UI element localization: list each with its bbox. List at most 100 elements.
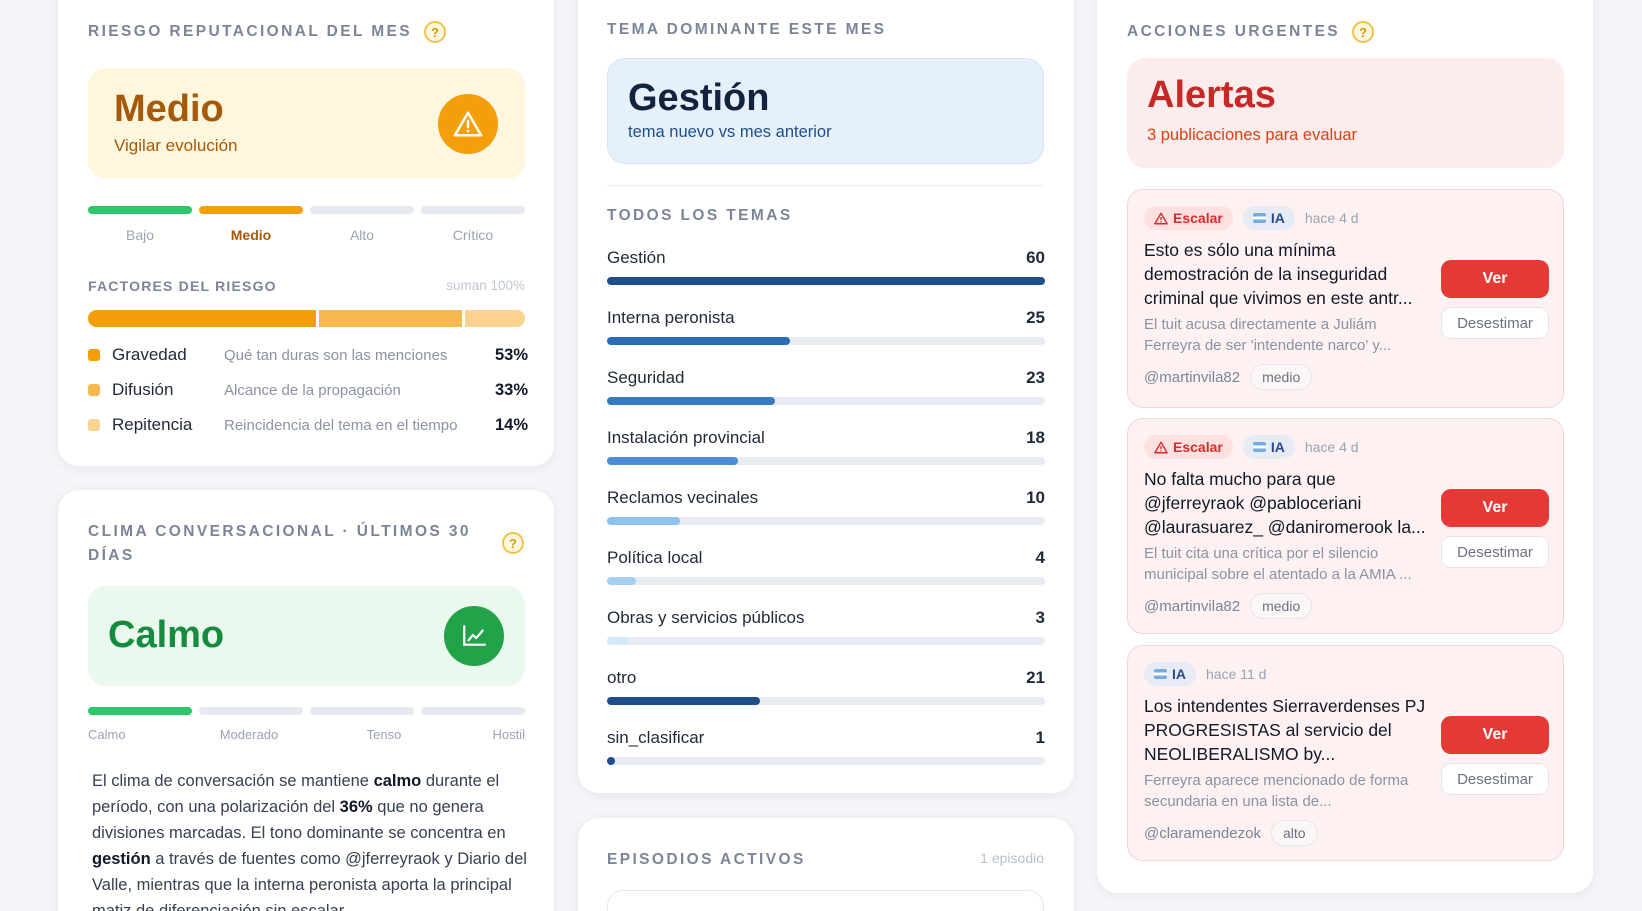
help-icon[interactable]: ? bbox=[424, 21, 447, 43]
view-button[interactable]: Ver bbox=[1441, 716, 1549, 754]
factor-name: Gravedad bbox=[112, 345, 187, 364]
climate-text-bold: 36% bbox=[339, 798, 373, 816]
ia-label: IA bbox=[1270, 439, 1285, 455]
alert-handle[interactable]: @martinvila82 bbox=[1144, 597, 1241, 615]
help-icon[interactable]: ? bbox=[1352, 21, 1375, 43]
factors-note: suman 100% bbox=[446, 278, 525, 293]
flag-icon bbox=[1252, 442, 1266, 452]
climate-text: a través de fuentes como @jferreyraok y … bbox=[92, 850, 527, 911]
flag-icon bbox=[1252, 213, 1266, 223]
topic-bar bbox=[607, 277, 1045, 285]
episode-item[interactable] bbox=[607, 890, 1044, 911]
alert-handle[interactable]: @martinvila82 bbox=[1144, 368, 1241, 386]
escalate-badge: Escalar bbox=[1144, 206, 1233, 230]
climate-label-calmo: Calmo bbox=[88, 727, 126, 742]
factor-swatch bbox=[88, 349, 100, 361]
topic-row[interactable]: Obras y servicios públicos 3 bbox=[607, 608, 1045, 645]
view-button[interactable]: Ver bbox=[1441, 489, 1549, 527]
climate-text-bold: gestión bbox=[92, 850, 151, 868]
dismiss-button[interactable]: Desestimar bbox=[1441, 307, 1549, 339]
escalate-label: Escalar bbox=[1173, 439, 1223, 455]
topic-row[interactable]: otro 21 bbox=[607, 668, 1045, 705]
alert-time: hace 4 d bbox=[1304, 439, 1359, 455]
factors-title: Factores del riesgo bbox=[88, 278, 277, 294]
risk-seg-bajo bbox=[88, 206, 192, 214]
topic-count: 60 bbox=[1026, 248, 1045, 267]
alerts-headline: Alertas bbox=[1147, 74, 1276, 116]
topic-name: Política local bbox=[607, 548, 703, 567]
factor-row: Difusión Alcance de la propagación 33% bbox=[88, 378, 528, 402]
ia-label: IA bbox=[1270, 210, 1285, 226]
ia-label: IA bbox=[1172, 666, 1186, 682]
risk-level-box: Medio Vigilar evolución bbox=[88, 68, 525, 179]
topic-row[interactable]: Instalación provincial 18 bbox=[607, 428, 1045, 465]
episodes-title: Episodios activos bbox=[607, 851, 806, 868]
risk-label-alto: Alto bbox=[349, 227, 375, 243]
climate-text: durante el período, con una polarización… bbox=[92, 772, 500, 816]
help-icon[interactable]: ? bbox=[502, 532, 524, 554]
topic-track bbox=[607, 517, 1045, 525]
topic-row[interactable]: sin_clasificar 1 bbox=[607, 728, 1045, 765]
factor-bar-difusion bbox=[319, 310, 462, 327]
alert-title[interactable]: Los intendentes Sierraverdenses PJ PROGR… bbox=[1144, 696, 1426, 764]
topic-name: sin_clasificar bbox=[607, 728, 705, 747]
climate-level-box: Calmo bbox=[88, 586, 525, 686]
climate-level: Calmo bbox=[108, 614, 225, 656]
actions-title: Acciones urgentes bbox=[1127, 23, 1341, 40]
topic-row[interactable]: Seguridad 23 bbox=[607, 368, 1045, 405]
topic-track bbox=[607, 337, 1045, 345]
risk-header: Riesgo reputacional del mes ? bbox=[88, 21, 447, 43]
climate-seg-calmo bbox=[88, 707, 192, 715]
topic-row[interactable]: Interna peronista 25 bbox=[607, 308, 1045, 345]
ia-badge: IA bbox=[1242, 435, 1295, 459]
risk-label-medio: Medio bbox=[230, 227, 272, 243]
dominant-topic-name: Gestión bbox=[628, 77, 770, 119]
actions-header: Acciones urgentes ? bbox=[1127, 21, 1375, 43]
view-button[interactable]: Ver bbox=[1441, 260, 1549, 298]
all-topics-title: Todos los temas bbox=[607, 207, 793, 224]
topic-name: Interna peronista bbox=[607, 308, 735, 327]
topic-bar bbox=[607, 697, 761, 705]
topic-name: Reclamos vecinales bbox=[607, 488, 759, 507]
alert-title[interactable]: Esto es sólo una mínima demostración de … bbox=[1144, 240, 1413, 308]
topic-bar bbox=[607, 757, 615, 765]
risk-level: Medio bbox=[114, 88, 224, 130]
topic-name: Instalación provincial bbox=[607, 428, 765, 447]
topic-count: 18 bbox=[1026, 428, 1045, 447]
alert-meta: IA hace 11 d bbox=[1144, 662, 1266, 686]
risk-seg-alto bbox=[310, 206, 414, 214]
escalate-label: Escalar bbox=[1173, 210, 1223, 226]
factor-pct: 14% bbox=[494, 415, 528, 434]
warning-icon bbox=[438, 94, 498, 154]
topic-count: 25 bbox=[1026, 308, 1045, 327]
topic-name: otro bbox=[607, 668, 637, 687]
topic-bar bbox=[607, 337, 790, 345]
risk-label-critico: Crítico bbox=[452, 227, 494, 243]
alert-author: @martinvila82 medio bbox=[1144, 364, 1313, 390]
alert-description: El tuit acusa directamente a Juliám Ferr… bbox=[1144, 316, 1392, 354]
topic-bar bbox=[607, 637, 629, 645]
factor-pct: 33% bbox=[494, 380, 528, 399]
alert-handle[interactable]: @claramendezok bbox=[1144, 824, 1261, 842]
topic-row[interactable]: Reclamos vecinales 10 bbox=[607, 488, 1045, 525]
topic-track bbox=[607, 757, 1045, 765]
trend-chart-icon bbox=[444, 606, 504, 666]
topic-track bbox=[607, 397, 1045, 405]
climate-seg-tenso bbox=[310, 707, 414, 715]
alert-title[interactable]: No falta mucho para que @jferreyraok @pa… bbox=[1144, 469, 1426, 537]
climate-text-bold: calmo bbox=[373, 772, 422, 790]
topic-row[interactable]: Política local 4 bbox=[607, 548, 1045, 585]
factor-swatch bbox=[88, 384, 100, 396]
episodes-card bbox=[577, 817, 1075, 911]
topic-track bbox=[607, 277, 1045, 285]
dismiss-button[interactable]: Desestimar bbox=[1441, 763, 1549, 795]
factor-row: Gravedad Qué tan duras son las menciones… bbox=[88, 343, 528, 367]
alert-author: @martinvila82 medio bbox=[1144, 593, 1313, 619]
climate-label-tenso: Tenso bbox=[366, 727, 402, 742]
dismiss-button[interactable]: Desestimar bbox=[1441, 536, 1549, 568]
topic-row[interactable]: Gestión 60 bbox=[607, 248, 1045, 285]
topic-count: 10 bbox=[1026, 488, 1045, 507]
alert-time: hace 4 d bbox=[1304, 210, 1359, 226]
factors-bar bbox=[88, 310, 525, 327]
topic-track bbox=[607, 697, 1045, 705]
